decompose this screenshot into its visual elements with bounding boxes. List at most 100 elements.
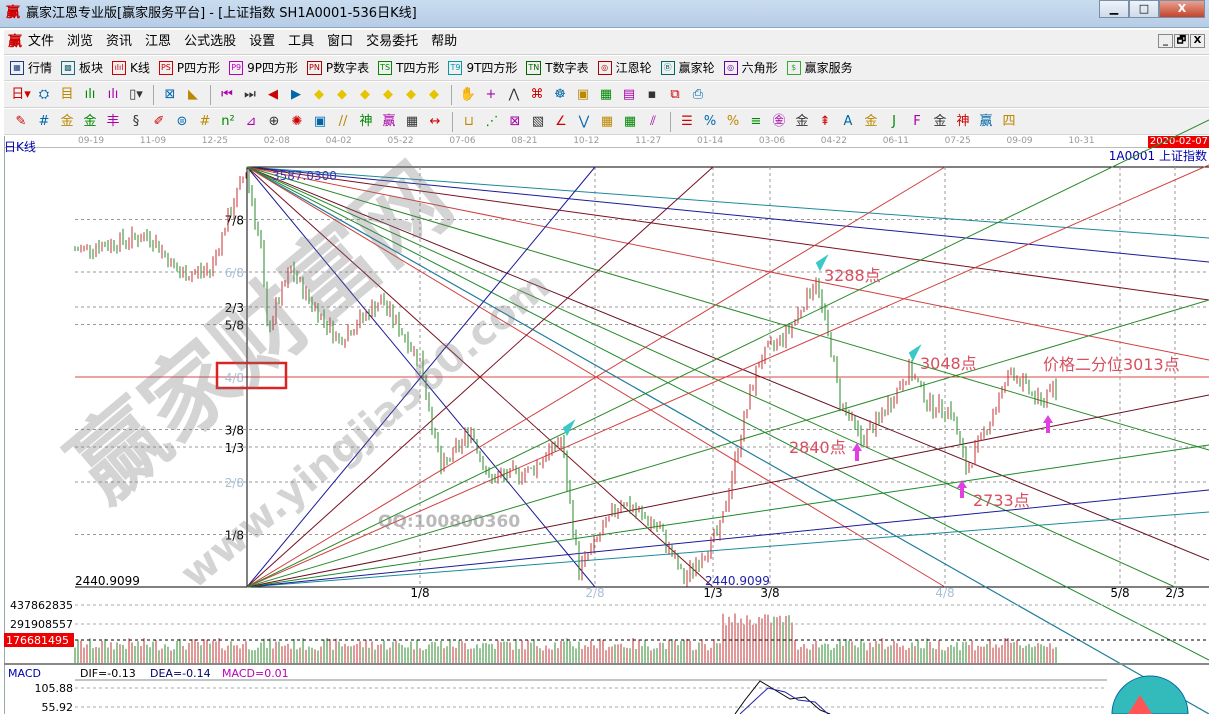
lines-icon[interactable]: // — [338, 113, 348, 129]
percent-icon[interactable]: % — [726, 113, 740, 129]
period-select-icon[interactable]: 日▾ — [11, 86, 31, 102]
menu-item[interactable]: 文件 — [28, 34, 55, 49]
box-icon[interactable]: ▣ — [313, 113, 327, 129]
gold-bar-icon[interactable]: 金 — [864, 113, 878, 129]
menu-item[interactable]: 交易委托 — [366, 34, 419, 49]
toolbar-button-candles[interactable]: ılıl K线 — [112, 61, 150, 75]
diamond-right-icon[interactable]: ◆ — [337, 86, 347, 102]
candle-select-icon[interactable]: ▯▾ — [129, 86, 143, 102]
gold-circle-icon[interactable]: ㊎ — [772, 113, 786, 129]
minimize-button[interactable]: ▁ — [1099, 0, 1129, 18]
chart-area[interactable]: 2020-02-07 09-19 11-09 12-25 02-08 04-02 05-2… — [4, 136, 1209, 714]
next-icon[interactable]: ▶ — [291, 86, 301, 102]
chart-type-icon[interactable]: ⛭ — [38, 86, 50, 102]
arrow-pen-icon[interactable]: ⇞ — [819, 113, 831, 129]
menu-item[interactable]: 设置 — [249, 34, 276, 49]
notes-icon[interactable]: ▤ — [622, 86, 636, 102]
mdi-close-button[interactable]: X — [1190, 34, 1205, 48]
ying-icon[interactable]: 赢 — [382, 113, 396, 129]
gold1-icon[interactable]: 金 — [60, 113, 74, 129]
menu-item[interactable]: 资讯 — [106, 34, 133, 49]
fan-icon[interactable]: ⋰ — [485, 113, 499, 129]
width-icon[interactable]: ↔ — [429, 113, 441, 129]
bars-9-icon[interactable]: ılı — [107, 86, 119, 102]
menu-item[interactable]: 浏览 — [67, 34, 94, 49]
grid-cal-icon[interactable]: ▦ — [405, 113, 419, 129]
toolbar-button-pn[interactable]: PN P数字表 — [307, 61, 369, 75]
diamond-expand-icon[interactable]: ◆ — [360, 86, 370, 102]
gold-lines-icon[interactable]: 金 — [795, 113, 809, 129]
steps-icon[interactable]: ☰ — [681, 113, 693, 129]
grid1-icon[interactable]: ▦ — [600, 113, 614, 129]
bars-3-icon[interactable]: ılı — [84, 86, 96, 102]
gann-calc-icon[interactable]: ⊠ — [164, 86, 176, 102]
spiral-icon[interactable]: § — [132, 113, 140, 129]
pct-line-icon[interactable]: % — [703, 113, 717, 129]
calculator-icon[interactable]: ▦ — [599, 86, 613, 102]
toolbar-button-blocks[interactable]: ▩ 板块 — [61, 61, 103, 75]
crosshair-icon[interactable]: + — [485, 86, 497, 102]
hash2-icon[interactable]: # — [199, 113, 211, 129]
flag-icon[interactable]: ◣ — [188, 86, 198, 102]
menu-item[interactable]: 江恩 — [145, 34, 172, 49]
line-draw-icon[interactable]: ⋀ — [508, 86, 520, 102]
toolbar-button-gann-wheel[interactable]: ◎ 江恩轮 — [597, 61, 652, 75]
prev-icon[interactable]: ◀ — [268, 86, 278, 102]
print-icon[interactable]: ⎙ — [692, 86, 704, 102]
diamond-up-icon[interactable]: ◆ — [406, 86, 416, 102]
diamond-left-icon[interactable]: ◆ — [314, 86, 324, 102]
toolbar-button-tn[interactable]: TN T数字表 — [526, 61, 589, 75]
gold2-icon[interactable]: 金 — [83, 113, 97, 129]
brain-icon[interactable]: ☸ — [554, 86, 566, 102]
toolbar-button-grid-table[interactable]: ▦ 行情 — [10, 61, 52, 75]
maximize-button[interactable]: □ — [1129, 0, 1159, 18]
parallel-icon[interactable]: ⫽ — [650, 113, 656, 129]
last-icon[interactable]: ⏭ — [244, 86, 256, 102]
circle-grid-icon[interactable]: ⊜ — [176, 113, 188, 129]
first-icon[interactable]: ⏮ — [221, 86, 233, 102]
t-grid-icon[interactable]: 丰 — [106, 113, 120, 129]
save-icon[interactable]: ▪ — [647, 86, 657, 102]
menu-item[interactable]: 窗口 — [327, 34, 354, 49]
j-angle-icon[interactable]: J — [892, 113, 896, 129]
toolbar-button-p9[interactable]: P9 9P四方形 — [229, 61, 298, 75]
menu-item[interactable]: 工具 — [288, 34, 315, 49]
bar-box-icon[interactable]: ⊔ — [463, 113, 475, 129]
square-x-icon[interactable]: ⊠ — [509, 113, 521, 129]
sun-icon[interactable]: ✺ — [291, 113, 303, 129]
mdi-restore-button[interactable]: 🗗 — [1174, 34, 1189, 48]
toolbar-button-ps[interactable]: PS P四方形 — [158, 61, 220, 75]
grid2-icon[interactable]: ▦ — [623, 113, 637, 129]
brush-icon[interactable]: ✐ — [153, 113, 165, 129]
toolbar-button-dollar[interactable]: $ 赢家服务 — [786, 61, 853, 75]
pen-icon[interactable]: ✎ — [15, 113, 27, 129]
shen-angle-icon[interactable]: 神 — [956, 113, 970, 129]
toolbar-button-big-wheel[interactable]: Ⓑ 赢家轮 — [660, 61, 715, 75]
calendar-icon[interactable]: ▣ — [576, 86, 590, 102]
f-angle-icon[interactable]: F — [913, 113, 921, 129]
toolbar-button-t9[interactable]: T9 9T四方形 — [448, 61, 517, 75]
menu-item[interactable]: 公式选股 — [184, 34, 237, 49]
wave-icon[interactable]: ⋁ — [578, 113, 590, 129]
shen-icon[interactable]: 神 — [359, 113, 373, 129]
hand-icon[interactable]: ✋ — [459, 86, 477, 102]
close-button[interactable]: X — [1159, 0, 1205, 18]
angle-icon[interactable]: ∠ — [555, 113, 567, 129]
ying-angle-icon[interactable]: 赢 — [979, 113, 993, 129]
gold-angle-icon[interactable]: 金 — [933, 113, 947, 129]
n2-icon[interactable]: n² — [221, 113, 235, 129]
square-lines-icon[interactable]: ▧ — [531, 113, 545, 129]
target-icon[interactable]: ⊕ — [268, 113, 280, 129]
menu-item[interactable]: 帮助 — [431, 34, 458, 49]
av-icon[interactable]: A — [843, 113, 853, 129]
triangle-icon[interactable]: ⊿ — [245, 113, 257, 129]
pct-lines-icon[interactable]: ≡ — [750, 113, 762, 129]
diamond-shrink-icon[interactable]: ◆ — [383, 86, 393, 102]
diamond-down-icon[interactable]: ◆ — [429, 86, 439, 102]
connect-icon[interactable]: ⧉ — [670, 86, 680, 102]
hash-icon[interactable]: # — [38, 113, 50, 129]
si-angle-icon[interactable]: 四 — [1002, 113, 1016, 129]
mdi-minimize-button[interactable]: _ — [1158, 34, 1173, 48]
indicator-icon[interactable]: 目 — [60, 86, 74, 102]
